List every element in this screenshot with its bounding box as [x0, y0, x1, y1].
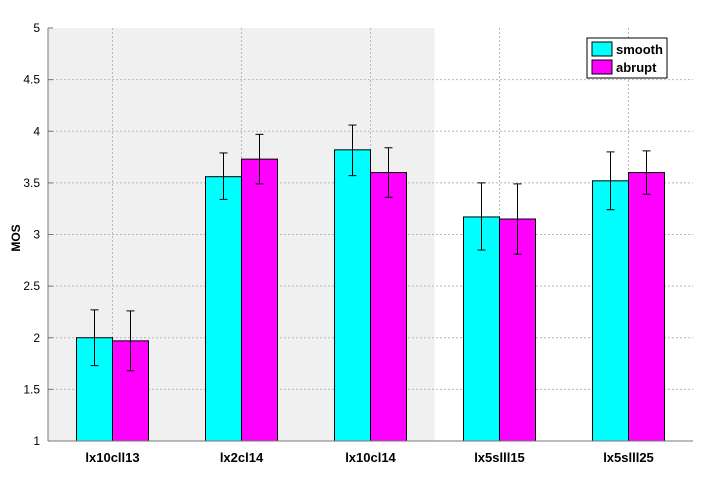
- bar-smooth-lx5slll25: [592, 180, 629, 442]
- y-tick-label: 5: [33, 21, 40, 35]
- y-axis-title: MOS: [9, 224, 23, 251]
- y-tick-label: 1.5: [23, 382, 40, 396]
- bars: [76, 149, 665, 442]
- x-tick-label: lx5slll25: [603, 450, 654, 465]
- x-tick-label: lx5slll15: [474, 450, 525, 465]
- bar-abrupt-lx10cl14: [370, 172, 407, 442]
- bar-smooth-lx10cl14: [334, 149, 371, 442]
- y-tick-label: 3.5: [23, 176, 40, 190]
- y-tick-label: 2: [33, 331, 40, 345]
- bar-abrupt-lx2cl14: [241, 158, 278, 442]
- x-tick-label: lx10cl14: [345, 450, 396, 465]
- bar-smooth-lx2cl14: [205, 176, 242, 442]
- legend-label-smooth: smooth: [616, 42, 663, 57]
- error-bars: [90, 124, 651, 372]
- x-tick-label: lx10cll13: [85, 450, 139, 465]
- y-tick-label: 4: [33, 124, 40, 138]
- y-tick-label: 1: [33, 434, 40, 448]
- bar-abrupt-lx5slll25: [628, 172, 665, 442]
- y-tick-label: 2.5: [23, 279, 40, 293]
- bar-abrupt-lx5slll15: [499, 218, 536, 442]
- x-tick-label: lx2cl14: [220, 450, 264, 465]
- bar-smooth-lx5slll15: [463, 216, 500, 442]
- legend-label-abrupt: abrupt: [616, 60, 657, 75]
- legend-swatch-abrupt: [591, 59, 613, 75]
- y-tick-label: 3: [33, 228, 40, 242]
- y-tick-label: 4.5: [23, 73, 40, 87]
- legend-swatch-smooth: [591, 41, 613, 57]
- axes: [47, 27, 693, 442]
- x-tick-labels: lx10cll13 lx2cl14 lx10cl14 lx5slll15 lx5slll…: [85, 450, 653, 465]
- y-tick-labels: 1 1.5 2 2.5 3 3.5 4 4.5 5: [23, 21, 40, 448]
- legend: smooth abrupt: [586, 37, 668, 79]
